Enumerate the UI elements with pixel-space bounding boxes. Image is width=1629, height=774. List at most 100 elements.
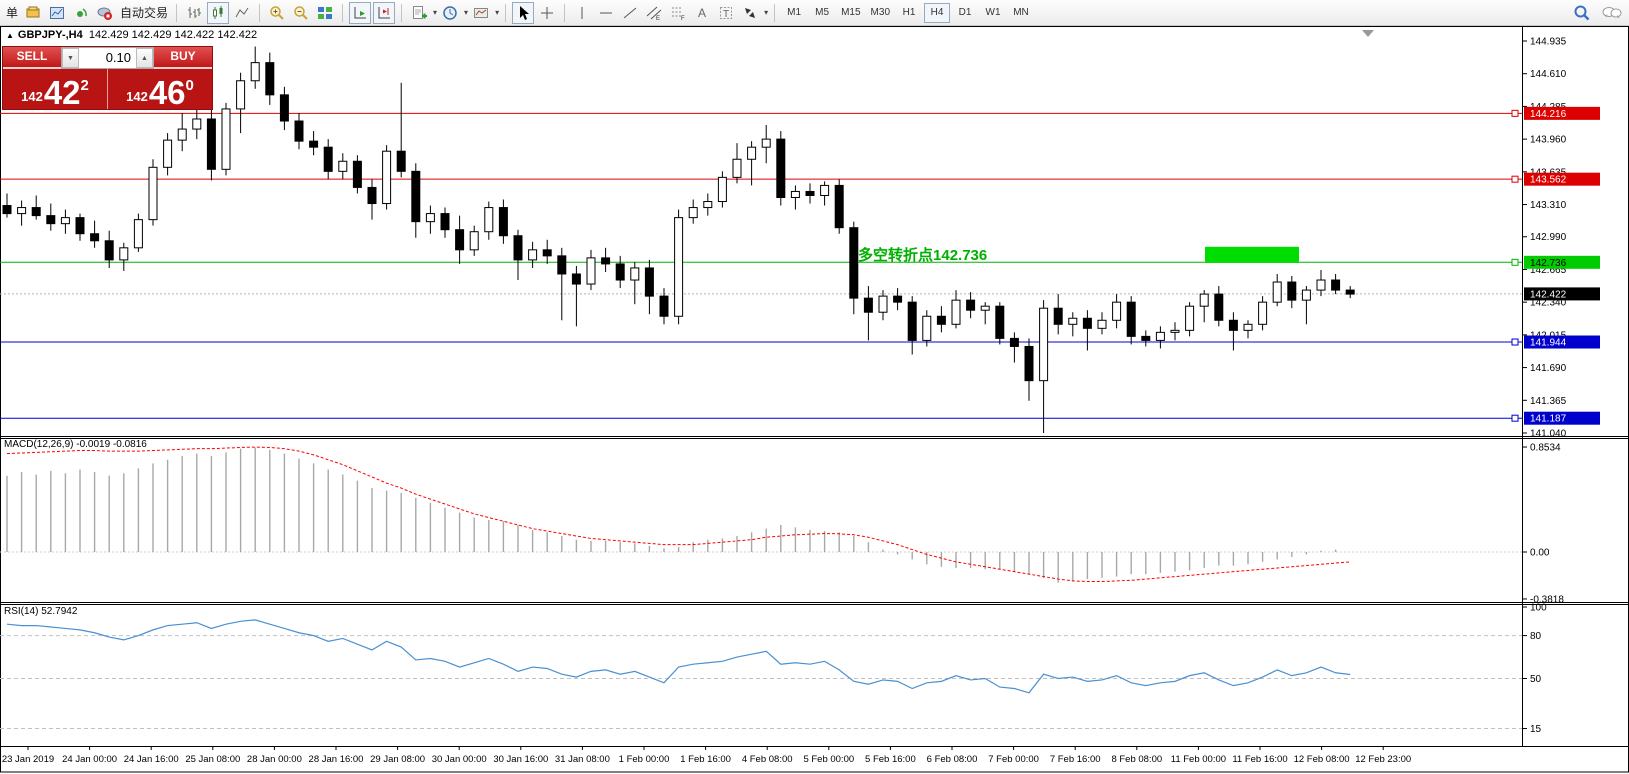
collapse-panel-arrow[interactable]: ▲	[6, 31, 14, 40]
fibo-letter: F	[681, 16, 685, 21]
tile-windows-icon[interactable]	[314, 2, 336, 24]
svg-text:12 Feb 23:00: 12 Feb 23:00	[1355, 754, 1411, 765]
cursor-icon[interactable]	[512, 1, 535, 24]
timeframe-MN[interactable]: MN	[1013, 7, 1029, 18]
svg-text:29 Jan 08:00: 29 Jan 08:00	[370, 754, 425, 765]
pivot-annotation: 多空转折点142.736	[858, 244, 987, 265]
svg-text:1 Feb 00:00: 1 Feb 00:00	[619, 754, 670, 765]
volume-increase-button[interactable]: ▲	[136, 48, 153, 68]
chart-window-icon[interactable]	[46, 2, 68, 24]
svg-text:80: 80	[1530, 631, 1542, 642]
timeframe-H1[interactable]: H1	[902, 7, 916, 18]
bar-chart-type-icon[interactable]	[183, 2, 205, 24]
horizontal-line-tool-icon[interactable]	[595, 2, 617, 24]
chat-icon[interactable]	[1601, 2, 1623, 24]
timeframe-H4[interactable]: H4	[924, 2, 950, 23]
svg-text:142.990: 142.990	[1530, 232, 1567, 243]
svg-text:144.610: 144.610	[1530, 69, 1567, 80]
vertical-line-tool-icon[interactable]	[571, 2, 593, 24]
svg-text:-0.3818: -0.3818	[1530, 594, 1564, 605]
green-zone-annotation	[1205, 246, 1299, 263]
indicators-dropdown-icon[interactable]: ▾	[433, 8, 438, 17]
timeframe-M15[interactable]: M15	[841, 7, 861, 18]
svg-text:143.310: 143.310	[1530, 200, 1567, 211]
timeframe-M30[interactable]: M30	[870, 7, 890, 18]
svg-text:23 Jan 2019: 23 Jan 2019	[2, 754, 54, 765]
arrows-tool-icon[interactable]	[739, 2, 761, 24]
signal-icon[interactable]	[70, 2, 92, 24]
svg-text:11 Feb 00:00: 11 Feb 00:00	[1171, 754, 1226, 765]
svg-text:141.040: 141.040	[1530, 428, 1567, 439]
zoom-out-icon[interactable]	[290, 2, 312, 24]
macd-axis: 0.8534 0.00 -0.3818	[1522, 443, 1564, 605]
timeframe-toolbar: M1 M5 M15 M30 H1 H4 D1 W1 MN	[781, 2, 1034, 23]
text-letter: A	[698, 6, 706, 20]
svg-text:144.935: 144.935	[1530, 37, 1567, 48]
templates-dropdown-icon[interactable]: ▾	[495, 8, 500, 17]
auto-scroll-icon[interactable]	[349, 1, 372, 24]
chart-canvas[interactable]: 144.935144.610144.285143.960143.635143.3…	[0, 26, 1629, 774]
arrows-dropdown-icon[interactable]: ▾	[764, 8, 769, 17]
svg-text:141.187: 141.187	[1530, 414, 1567, 425]
orders-button[interactable]: 单	[6, 6, 19, 20]
chart-shift-icon[interactable]	[373, 1, 396, 24]
ohlc-quotes-label: 142.429 142.429 142.422 142.422	[88, 29, 258, 41]
pane-backgrounds	[0, 26, 1629, 774]
svg-text:143.960: 143.960	[1530, 135, 1567, 146]
rsi-axis: 100 80 50 15	[1522, 603, 1547, 735]
templates-icon[interactable]	[470, 2, 492, 24]
svg-text:30 Jan 16:00: 30 Jan 16:00	[493, 754, 548, 765]
symbol-period-label: GBPJPY-,H4	[17, 29, 83, 41]
sell-price-sup: 2	[80, 77, 89, 94]
volume-input[interactable]: 0.10	[105, 50, 131, 65]
sell-button[interactable]: SELL	[3, 47, 61, 69]
fibonacci-tool-icon[interactable]: F	[667, 2, 689, 24]
svg-text:31 Jan 08:00: 31 Jan 08:00	[555, 754, 610, 765]
toolbar-separator	[259, 3, 261, 22]
svg-text:141.944: 141.944	[1530, 338, 1567, 349]
svg-text:50: 50	[1530, 674, 1542, 685]
pivot-text: 多空转折点	[858, 247, 934, 264]
timeframe-M5[interactable]: M5	[815, 7, 830, 18]
svg-text:144.216: 144.216	[1530, 109, 1567, 120]
price-axis-badges: 144.216 143.562 142.736 142.422 141.944 141.1…	[1524, 106, 1600, 425]
svg-text:8 Feb 08:00: 8 Feb 08:00	[1111, 754, 1162, 765]
auto-trading-icon[interactable]	[94, 2, 116, 24]
svg-text:1 Feb 16:00: 1 Feb 16:00	[680, 754, 731, 765]
buy-price-big: 46	[148, 74, 186, 111]
candlestick-chart-type-icon[interactable]	[207, 1, 230, 24]
text-label-tool-icon[interactable]: T	[715, 2, 737, 24]
zoom-in-icon[interactable]	[266, 2, 288, 24]
line-chart-type-icon[interactable]	[231, 2, 253, 24]
toolbar-separator	[505, 3, 507, 22]
toolbar-separator	[774, 3, 776, 22]
main-toolbar: 单 自动交易 ▾	[0, 0, 1629, 26]
svg-text:28 Jan 16:00: 28 Jan 16:00	[309, 754, 364, 765]
indicators-icon[interactable]	[408, 2, 430, 24]
label-letter: T	[723, 9, 729, 20]
volume-decrease-button[interactable]: ▼	[62, 48, 79, 68]
equidistant-channel-tool-icon[interactable]: E	[643, 2, 665, 24]
crosshair-icon[interactable]	[536, 2, 558, 24]
trendline-tool-icon[interactable]	[619, 2, 641, 24]
toolbar-separator	[176, 3, 178, 22]
auto-trading-label[interactable]: 自动交易	[120, 6, 169, 20]
text-tool-icon[interactable]: A	[691, 2, 713, 24]
periods-dropdown-icon[interactable]: ▾	[464, 8, 469, 17]
svg-text:15: 15	[1530, 724, 1542, 735]
svg-text:4 Feb 08:00: 4 Feb 08:00	[742, 754, 793, 765]
svg-text:5 Feb 16:00: 5 Feb 16:00	[865, 754, 916, 765]
rsi-indicator-label: RSI(14) 52.7942	[4, 606, 78, 617]
sell-price-big: 42	[43, 74, 81, 111]
buy-price-display[interactable]: 142 46 0	[108, 69, 212, 109]
channel-letter: E	[656, 16, 660, 21]
chart-title-bar: ▲ GBPJPY-,H4 142.429 142.429 142.422 142.…	[6, 29, 257, 41]
buy-button[interactable]: BUY	[154, 47, 212, 69]
periods-icon[interactable]	[439, 2, 461, 24]
sell-price-display[interactable]: 142 42 2	[3, 69, 108, 109]
timeframe-W1[interactable]: W1	[985, 7, 1001, 18]
search-icon[interactable]	[1571, 2, 1593, 24]
timeframe-D1[interactable]: D1	[958, 7, 972, 18]
new-order-icon[interactable]	[22, 2, 44, 24]
timeframe-M1[interactable]: M1	[787, 7, 802, 18]
